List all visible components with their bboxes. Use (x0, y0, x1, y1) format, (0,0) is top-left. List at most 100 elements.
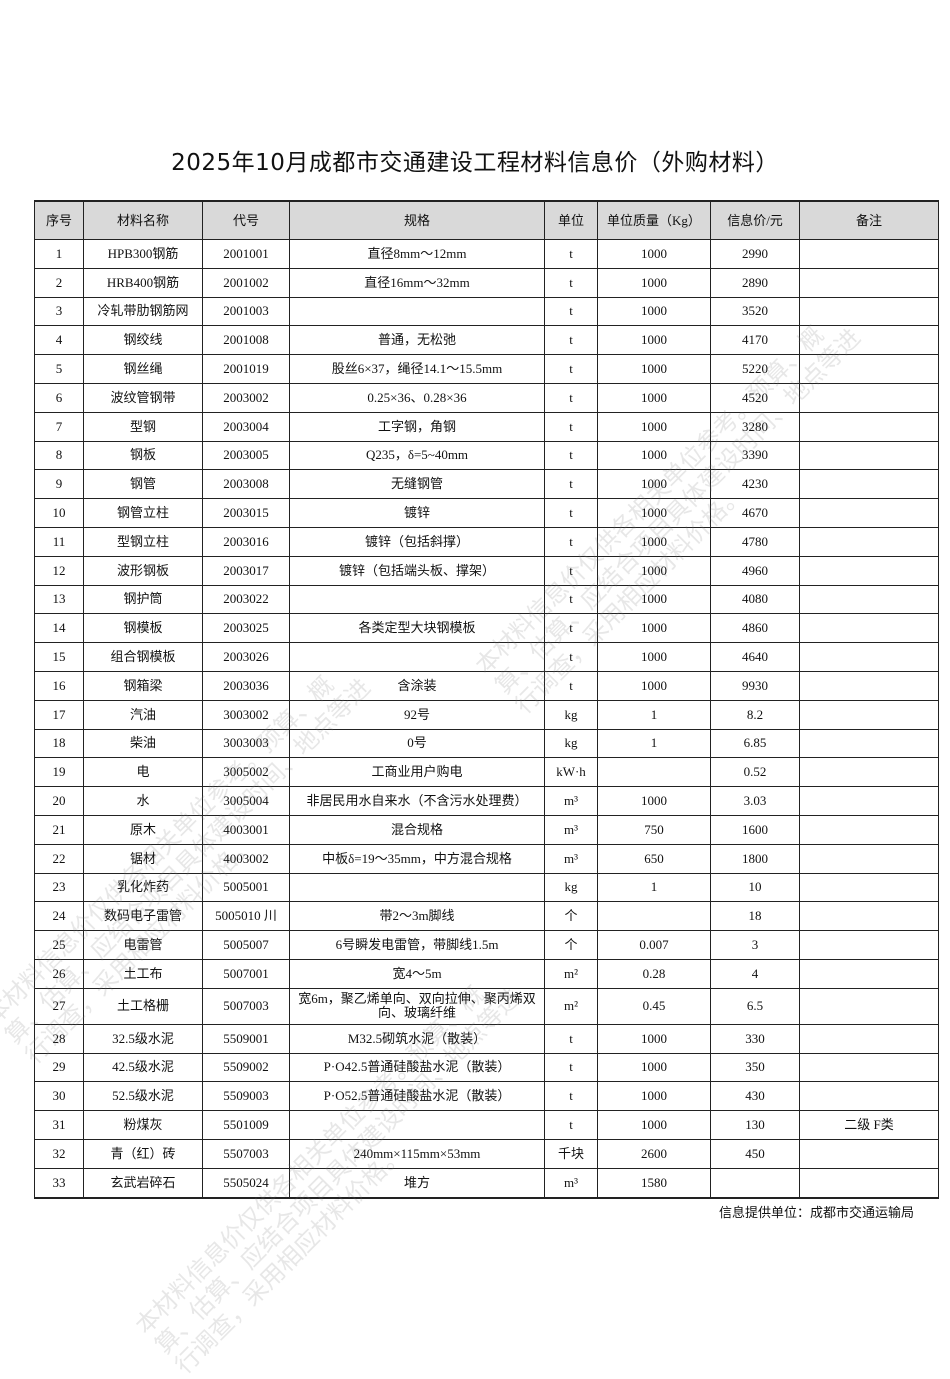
table-row: 32 青（红）砖 5507003 240mm×115mm×53mm 千块 2600 450 (34, 1138, 939, 1169)
cell-unit: t (544, 555, 598, 586)
cell-code: 2003002 (202, 382, 290, 413)
header-code: 代号 (202, 200, 290, 240)
info-provider: 信息提供单位：成都市交通运输局 (718, 1206, 914, 1221)
cell-spec: 中板δ=19～35mm，中方混合规格 (289, 843, 545, 874)
cell-price: 130 (710, 1110, 800, 1140)
cell-seq: 1 (34, 239, 84, 269)
cell-unit: t (544, 1023, 598, 1054)
cell-code: 5007001 (202, 958, 290, 989)
cell-price: 6.85 (710, 728, 800, 759)
cell-material-name: 钢板 (83, 440, 203, 471)
cell-seq: 23 (34, 872, 84, 903)
cell-remark (799, 526, 939, 557)
table-row: 18 柴油 3003003 0号 kg 1 6.85 (34, 728, 939, 759)
cell-price: 4780 (710, 526, 800, 557)
cell-code: 2001008 (202, 325, 290, 356)
cell-material-name: 钢绞线 (83, 325, 203, 356)
cell-unit: 个 (544, 930, 598, 960)
cell-remark (799, 987, 939, 1025)
cell-material-name: 型钢立柱 (83, 526, 203, 557)
cell-seq: 4 (34, 325, 84, 356)
cell-spec (289, 584, 545, 615)
cell-spec: 工字钢，角钢 (289, 411, 545, 442)
cell-material-name: HPB300钢筋 (83, 239, 203, 269)
cell-code: 5007003 (202, 987, 290, 1025)
cell-material-name: 52.5级水泥 (83, 1081, 203, 1112)
cell-price: 450 (710, 1138, 800, 1169)
table-row: 2 HRB400钢筋 2001002 直径16mm～32mm t 1000 2890 (34, 267, 939, 298)
header-unit-mass: 单位质量（Kg） (597, 200, 711, 240)
cell-remark (799, 411, 939, 442)
cell-code: 5005007 (202, 930, 290, 960)
cell-remark (799, 1138, 939, 1169)
table-row: 25 电雷管 5005007 6号瞬发电雷管，带脚线1.5m 个 0.007 3 (34, 930, 939, 960)
cell-seq: 26 (34, 958, 84, 989)
cell-spec: Q235，δ=5~40mm (289, 440, 545, 471)
table-row: 29 42.5级水泥 5509002 P·O42.5普通硅酸盐水泥（散装） t 1000 3… (34, 1052, 939, 1083)
cell-spec: 股丝6×37，绳径14.1～15.5mm (289, 354, 545, 384)
cell-code: 2003025 (202, 613, 290, 644)
cell-unit: t (544, 1081, 598, 1112)
table-row: 10 钢管立柱 2003015 镀锌 t 1000 4670 (34, 498, 939, 528)
cell-seq: 30 (34, 1081, 84, 1112)
cell-price: 4080 (710, 584, 800, 615)
cell-material-name: 冷轧带肋钢筋网 (83, 296, 203, 327)
cell-unit: t (544, 382, 598, 413)
cell-material-name: 柴油 (83, 728, 203, 759)
cell-material-name: 钢管立柱 (83, 498, 203, 528)
cell-unit-mass: 1000 (597, 1052, 711, 1083)
table-row: 26 土工布 5007001 宽4～5m m² 0.28 4 (34, 958, 939, 989)
cell-remark (799, 555, 939, 586)
cell-unit-mass: 1000 (597, 354, 711, 384)
cell-unit: 千块 (544, 1138, 598, 1169)
header-seq: 序号 (34, 200, 84, 240)
cell-spec: 0.25×36、0.28×36 (289, 382, 545, 413)
table-row: 4 钢绞线 2001008 普通，无松弛 t 1000 4170 (34, 325, 939, 356)
cell-unit: kg (544, 872, 598, 903)
cell-code: 4003002 (202, 843, 290, 874)
cell-remark (799, 1167, 939, 1199)
cell-unit-mass: 1000 (597, 1023, 711, 1054)
cell-spec: 直径16mm～32mm (289, 267, 545, 298)
cell-unit: t (544, 469, 598, 500)
cell-unit: kg (544, 728, 598, 759)
table-header-row: 序号 材料名称 代号 规格 单位 单位质量（Kg） 信息价/元 备注 (34, 200, 939, 240)
cell-unit: t (544, 670, 598, 701)
cell-code: 5507003 (202, 1138, 290, 1169)
cell-unit-mass: 1 (597, 872, 711, 903)
cell-spec: 各类定型大块钢模板 (289, 613, 545, 644)
cell-seq: 21 (34, 814, 84, 845)
cell-material-name: 青（红）砖 (83, 1138, 203, 1169)
cell-remark (799, 814, 939, 845)
cell-unit-mass: 1000 (597, 382, 711, 413)
cell-code: 2001002 (202, 267, 290, 298)
cell-material-name: 型钢 (83, 411, 203, 442)
table-row: 14 钢模板 2003025 各类定型大块钢模板 t 1000 4860 (34, 613, 939, 644)
cell-unit-mass: 1 (597, 699, 711, 730)
cell-price: 6.5 (710, 987, 800, 1025)
cell-unit-mass: 1000 (597, 1081, 711, 1112)
cell-price: 3520 (710, 296, 800, 327)
header-spec: 规格 (289, 200, 545, 240)
table-row: 6 波纹管钢带 2003002 0.25×36、0.28×36 t 1000 4520 (34, 382, 939, 413)
cell-price: 2890 (710, 267, 800, 298)
cell-remark (799, 699, 939, 730)
cell-remark (799, 930, 939, 960)
table-row: 19 电 3005002 工商业用户购电 kW·h 0.52 (34, 757, 939, 788)
cell-seq: 2 (34, 267, 84, 298)
cell-seq: 20 (34, 786, 84, 816)
cell-material-name: 电雷管 (83, 930, 203, 960)
cell-unit: t (544, 642, 598, 672)
cell-price: 430 (710, 1081, 800, 1112)
cell-material-name: 波纹管钢带 (83, 382, 203, 413)
cell-material-name: HRB400钢筋 (83, 267, 203, 298)
cell-unit: kg (544, 699, 598, 730)
header-material-name: 材料名称 (83, 200, 203, 240)
cell-code: 2003016 (202, 526, 290, 557)
cell-spec (289, 642, 545, 672)
cell-spec (289, 1110, 545, 1140)
cell-seq: 13 (34, 584, 84, 615)
table-row: 28 32.5级水泥 5509001 M32.5砌筑水泥（散装） t 1000 330 (34, 1023, 939, 1054)
cell-unit-mass: 1000 (597, 642, 711, 672)
cell-unit: t (544, 296, 598, 327)
